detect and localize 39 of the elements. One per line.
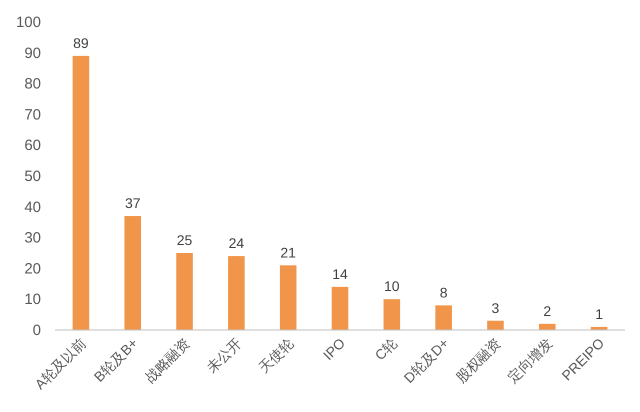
data-label: 3	[492, 300, 500, 316]
y-tick-label: 30	[24, 230, 41, 247]
data-label: 89	[73, 34, 89, 51]
x-tick-label: D轮及D+	[400, 334, 452, 386]
data-label: 37	[124, 195, 141, 212]
bar	[72, 56, 90, 330]
bar	[435, 305, 452, 330]
y-tick-label: 90	[24, 44, 41, 62]
x-tick-label: IPO	[320, 334, 348, 364]
bar	[332, 286, 348, 330]
bar	[384, 299, 400, 330]
y-tick-label: 70	[24, 106, 41, 124]
x-tick-label: 天使轮	[255, 334, 296, 376]
y-tick-label: 60	[24, 137, 41, 154]
bar	[280, 265, 296, 330]
y-tick-label: 100	[16, 14, 41, 31]
x-tick-label: B轮及B+	[90, 334, 141, 385]
bar	[487, 320, 504, 330]
data-label: 25	[176, 232, 193, 248]
y-tick-label: 20	[24, 260, 41, 278]
data-label: 1	[595, 306, 604, 322]
x-tick-label: 战略融资	[142, 334, 193, 386]
bar	[176, 253, 193, 330]
data-label: 14	[332, 266, 348, 282]
y-tick-label: 10	[24, 291, 41, 308]
bar	[124, 216, 142, 330]
data-label: 24	[228, 235, 244, 252]
x-tick-label: 股权融资	[452, 334, 504, 386]
y-tick-label: 50	[24, 168, 41, 185]
y-tick-label: 40	[24, 198, 41, 216]
x-tick-label: C轮	[372, 334, 400, 364]
data-label: 8	[440, 284, 448, 300]
x-tick-label: 未公开	[203, 334, 244, 376]
data-label: 21	[280, 244, 296, 260]
bar	[228, 256, 245, 330]
x-tick-label: 定向增发	[504, 334, 556, 386]
data-label: 10	[384, 278, 400, 294]
y-tick-label: 80	[24, 76, 41, 93]
data-label: 2	[543, 302, 552, 319]
